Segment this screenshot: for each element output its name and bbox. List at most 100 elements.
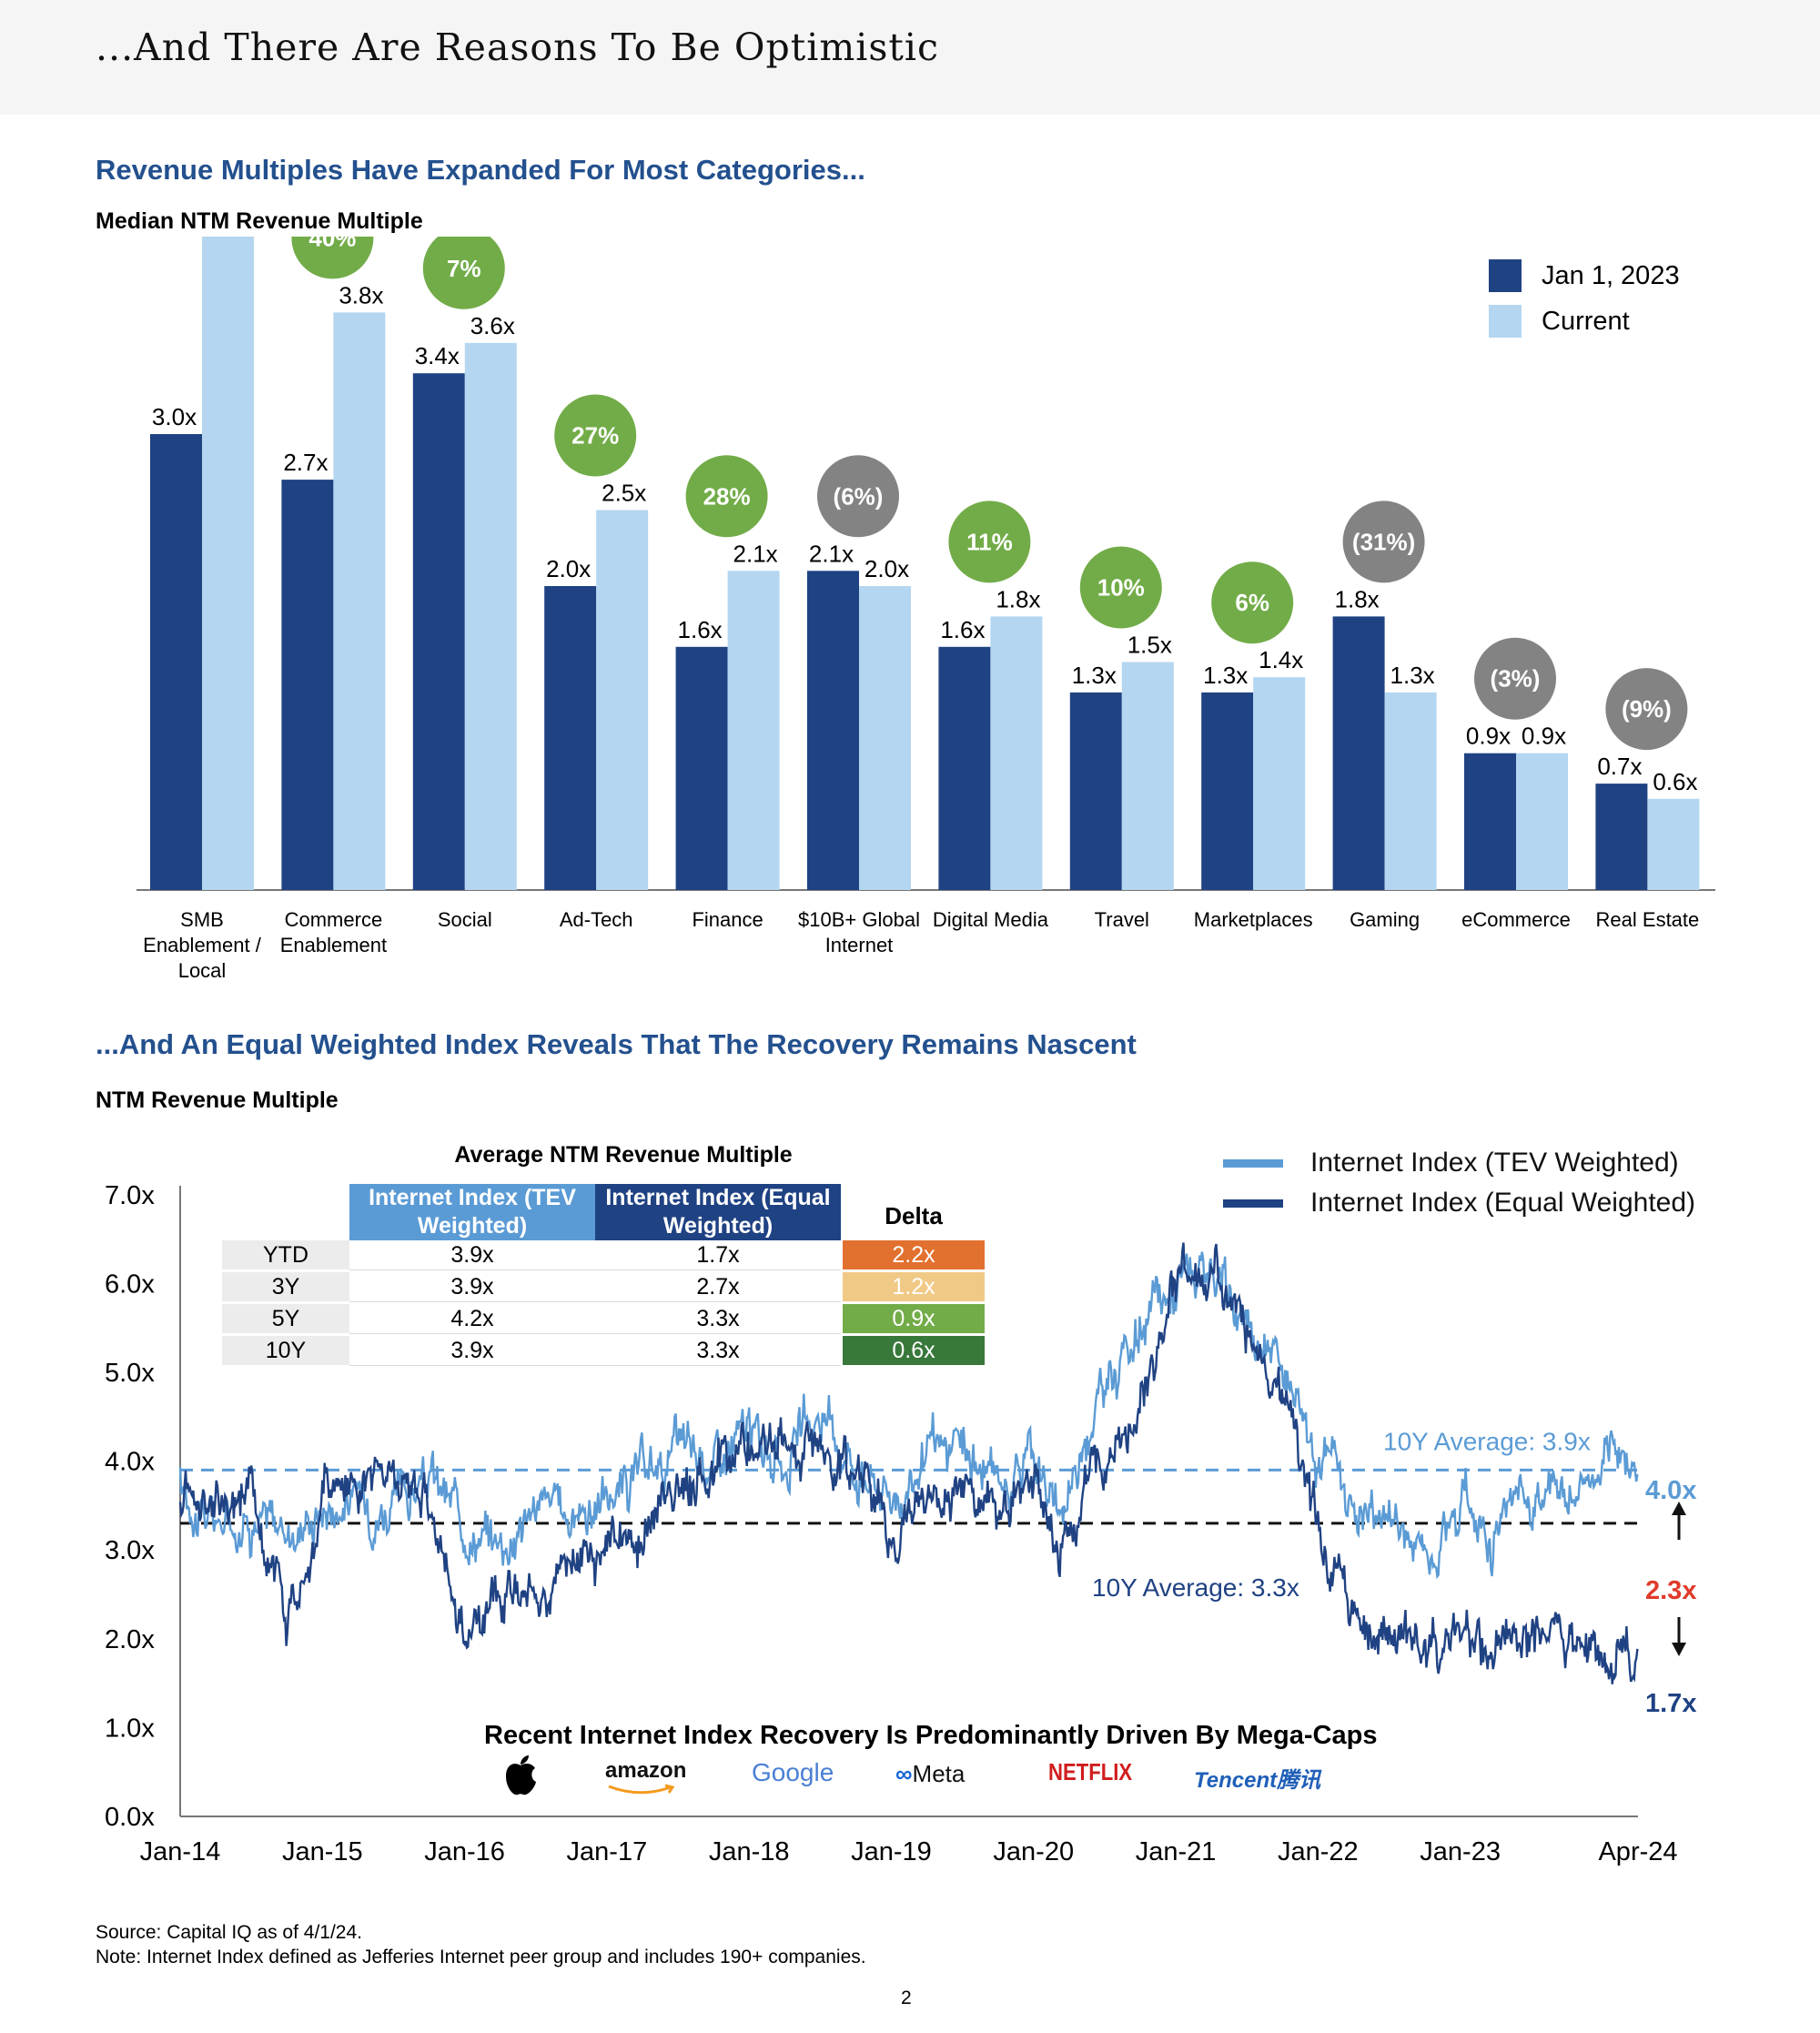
- pct-change-label: 6%: [1235, 589, 1269, 616]
- x-tick-label: Jan-18: [709, 1837, 790, 1866]
- legend-item-jan2023: Jan 1, 2023: [1489, 253, 1680, 298]
- category-label: Digital Media: [933, 908, 1049, 931]
- row-label: 3Y: [222, 1272, 349, 1301]
- bar-value-label-current: 3.8x: [339, 281, 383, 308]
- bar-current: [1253, 677, 1306, 890]
- bar-value-label-jan2023: 3.4x: [415, 342, 460, 369]
- category-label-line: Gaming: [1350, 908, 1420, 931]
- category-label-line: Enablement /: [143, 934, 262, 956]
- row-label: 5Y: [222, 1304, 349, 1333]
- category-label: Ad-Tech: [560, 908, 633, 931]
- x-tick-label: Jan-17: [567, 1837, 648, 1866]
- bar-value-label-jan2023: 2.7x: [283, 449, 328, 476]
- table-row: 5Y 4.2x 3.3x 0.9x: [222, 1304, 985, 1334]
- category-label-line: Ad-Tech: [560, 908, 633, 931]
- tev-value: 3.9x: [349, 1272, 595, 1302]
- x-tick-label: Jan-23: [1420, 1837, 1501, 1866]
- bar-value-label-jan2023: 1.3x: [1203, 662, 1248, 689]
- tev-value: 4.2x: [349, 1304, 595, 1334]
- meta-logo-text: Meta: [912, 1760, 966, 1787]
- category-label-line: Commerce: [285, 908, 383, 931]
- x-tick-label: Jan-15: [282, 1837, 363, 1866]
- tev-value: 3.9x: [349, 1240, 595, 1270]
- pct-change-bubble: [1605, 668, 1688, 751]
- category-label-line: Marketplaces: [1194, 908, 1313, 931]
- bar-value-label-current: 1.3x: [1390, 662, 1435, 689]
- y-tick-label: 1.0x: [105, 1714, 155, 1743]
- legend-item-current: Current: [1489, 298, 1680, 344]
- pct-change-label: 7%: [447, 255, 481, 282]
- tev-value: 3.9x: [349, 1336, 595, 1366]
- pct-change-bubble: [948, 501, 1031, 583]
- legend-item-eq: Internet Index (Equal Weighted): [1223, 1183, 1695, 1223]
- eq-value: 1.7x: [595, 1240, 841, 1270]
- page-title: ...And There Are Reasons To Be Optimisti…: [96, 25, 939, 69]
- category-label-line: Enablement: [280, 934, 387, 956]
- category-label-line: Real Estate: [1596, 908, 1700, 931]
- page-header: ...And There Are Reasons To Be Optimisti…: [0, 0, 1820, 115]
- delta-value: 1.2x: [843, 1272, 985, 1301]
- legend-swatch-jan2023: [1489, 259, 1522, 292]
- legend-line-eq: [1223, 1199, 1283, 1208]
- category-label-line: Digital Media: [933, 908, 1049, 931]
- bar-value-label-jan2023: 3.0x: [152, 403, 197, 430]
- x-tick-label: Jan-22: [1278, 1837, 1359, 1866]
- delta-value: 2.2x: [843, 1240, 985, 1269]
- legend-label-eq: Internet Index (Equal Weighted): [1310, 1188, 1696, 1218]
- bar-value-label-jan2023: 0.7x: [1597, 753, 1642, 780]
- bar-jan2023: [412, 373, 465, 890]
- pct-change-label: 10%: [1097, 574, 1145, 602]
- pct-change-bubble: [685, 455, 768, 538]
- line-chart-legend: Internet Index (TEV Weighted) Internet I…: [1223, 1143, 1695, 1223]
- bar-value-label-current: 2.5x: [602, 480, 646, 507]
- bar-current: [1516, 753, 1568, 890]
- pct-change-bubble: [817, 455, 899, 538]
- delta-value: 0.9x: [843, 1304, 985, 1333]
- pct-change-label: (6%): [834, 482, 884, 510]
- bar-value-label-jan2023: 1.6x: [678, 616, 723, 643]
- bar-current: [1647, 798, 1700, 890]
- bar-current: [333, 312, 386, 890]
- tencent-logo: Tencent腾讯: [1194, 1768, 1321, 1793]
- legend-label-current: Current: [1542, 306, 1630, 336]
- bar-value-label-jan2023: 0.9x: [1466, 723, 1511, 750]
- legend-label-tev: Internet Index (TEV Weighted): [1310, 1148, 1679, 1178]
- category-label-line: eCommerce: [1461, 908, 1571, 931]
- table-row: 3Y 3.9x 2.7x 1.2x: [222, 1272, 985, 1302]
- x-tick-label: Jan-21: [1136, 1837, 1217, 1866]
- bar-value-label-jan2023: 1.6x: [940, 616, 985, 643]
- bar-current: [1121, 662, 1174, 890]
- x-tick-label: Jan-19: [851, 1837, 932, 1866]
- pct-change-label: 27%: [571, 422, 619, 450]
- tev-current-label: 4.0x: [1645, 1476, 1697, 1505]
- bar-jan2023: [544, 586, 597, 890]
- tev-weighted-line: [178, 1251, 1639, 1580]
- up-arrow-head: [1672, 1502, 1686, 1515]
- line-chart: 0.0x 1.0x 2.0x 3.0x 4.0x 5.0x 6.0x 7.0x Jan-14 Ja…: [105, 1181, 1686, 1866]
- meta-infinity-icon: ∞: [895, 1760, 913, 1787]
- pct-change-label: (9%): [1622, 695, 1672, 723]
- bar-value-label-current: 3.6x: [470, 312, 515, 339]
- pct-change-bubble: [1474, 637, 1556, 720]
- pct-change-label: (3%): [1491, 665, 1541, 693]
- bar-value-label-current: 1.5x: [1127, 632, 1172, 659]
- bar-jan2023: [938, 646, 991, 890]
- table-header-eq: Internet Index (Equal Weighted): [595, 1184, 841, 1240]
- eq-10y-average-label: 10Y Average: 3.3x: [1092, 1573, 1299, 1602]
- bar-value-label-current: 2.1x: [733, 540, 778, 567]
- pct-change-bubble: [291, 237, 374, 279]
- y-tick-label: 7.0x: [105, 1181, 155, 1210]
- bar-value-label-jan2023: 1.3x: [1072, 662, 1117, 689]
- bar-current: [464, 342, 517, 890]
- category-label-line: Local: [178, 959, 227, 982]
- category-label: Social: [438, 908, 492, 931]
- pct-change-label: (31%): [1352, 528, 1415, 555]
- y-tick-label: 4.0x: [105, 1448, 155, 1477]
- category-label: SMB Enablement / Local: [143, 908, 262, 982]
- bar-jan2023: [150, 434, 202, 890]
- definition-note: Note: Internet Index defined as Jefferie…: [96, 1947, 866, 1967]
- y-tick-label: 0.0x: [105, 1803, 155, 1832]
- gap-label: 2.3x: [1645, 1576, 1697, 1605]
- apple-logo-icon: [502, 1755, 539, 1801]
- pct-change-label: 40%: [308, 237, 356, 251]
